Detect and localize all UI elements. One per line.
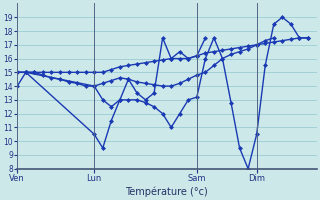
X-axis label: Température (°c): Température (°c) (125, 186, 208, 197)
